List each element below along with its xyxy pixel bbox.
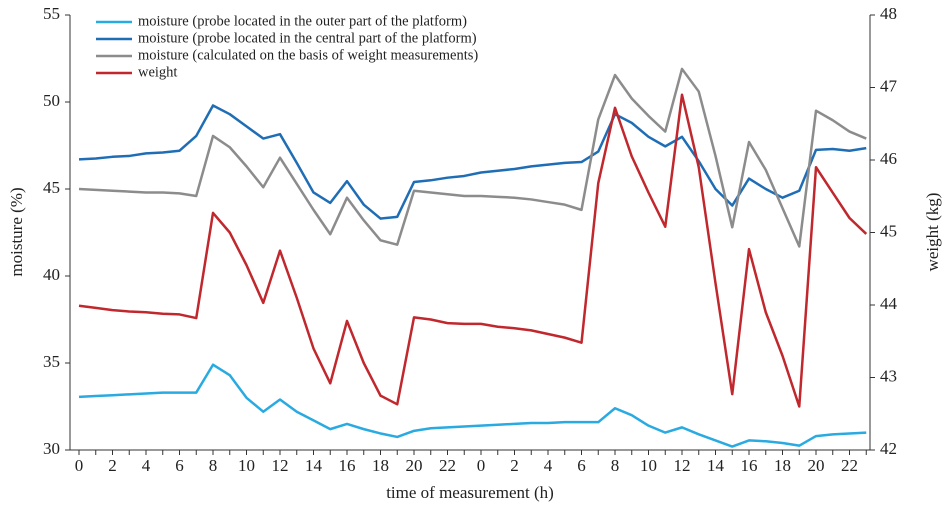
- y-tick-label: 30: [43, 439, 60, 458]
- series-line: [78, 104, 867, 220]
- legend-label: moisture (calculated on the basis of wei…: [138, 47, 478, 63]
- legend-label: moisture (probe located in the outer par…: [138, 13, 467, 29]
- x-tick-label: 0: [477, 456, 486, 475]
- y2-tick-label: 47: [880, 76, 898, 95]
- x-tick-label: 20: [406, 456, 423, 475]
- y-tick-label: 45: [43, 178, 60, 197]
- x-tick-label: 20: [808, 456, 825, 475]
- x-axis-label: time of measurement (h): [386, 483, 554, 502]
- series-line: [78, 67, 867, 248]
- y2-tick-label: 43: [880, 366, 897, 385]
- x-tick-label: 2: [510, 456, 519, 475]
- y2-axis-label: weight (kg): [923, 193, 942, 272]
- x-tick-label: 10: [238, 456, 255, 475]
- y2-tick-label: 42: [880, 439, 897, 458]
- y-tick-label: 35: [43, 352, 60, 371]
- y-tick-label: 40: [43, 265, 60, 284]
- y2-tick-label: 48: [880, 4, 897, 23]
- x-tick-label: 18: [372, 456, 389, 475]
- x-tick-label: 14: [707, 456, 725, 475]
- legend-label: moisture (probe located in the central p…: [138, 30, 477, 46]
- x-tick-label: 10: [640, 456, 657, 475]
- y-tick-label: 55: [43, 4, 60, 23]
- x-tick-label: 22: [841, 456, 858, 475]
- x-tick-label: 2: [108, 456, 117, 475]
- x-tick-label: 6: [175, 456, 184, 475]
- x-tick-label: 12: [272, 456, 289, 475]
- x-tick-label: 4: [142, 456, 151, 475]
- legend-label: weight: [138, 64, 177, 80]
- x-tick-label: 16: [339, 456, 356, 475]
- y2-tick-label: 45: [880, 221, 897, 240]
- x-tick-label: 8: [209, 456, 218, 475]
- x-tick-label: 18: [774, 456, 791, 475]
- series-line: [78, 93, 868, 408]
- x-tick-label: 12: [674, 456, 691, 475]
- x-tick-label: 8: [611, 456, 620, 475]
- x-tick-label: 22: [439, 456, 456, 475]
- x-tick-label: 6: [577, 456, 586, 475]
- y-tick-label: 50: [43, 91, 60, 110]
- x-tick-label: 14: [305, 456, 323, 475]
- x-tick-label: 16: [741, 456, 758, 475]
- y2-tick-label: 44: [880, 294, 898, 313]
- y-axis-label: moisture (%): [7, 187, 26, 276]
- y2-tick-label: 46: [880, 149, 897, 168]
- x-tick-label: 4: [544, 456, 553, 475]
- x-tick-label: 0: [75, 456, 84, 475]
- series-line: [78, 363, 867, 448]
